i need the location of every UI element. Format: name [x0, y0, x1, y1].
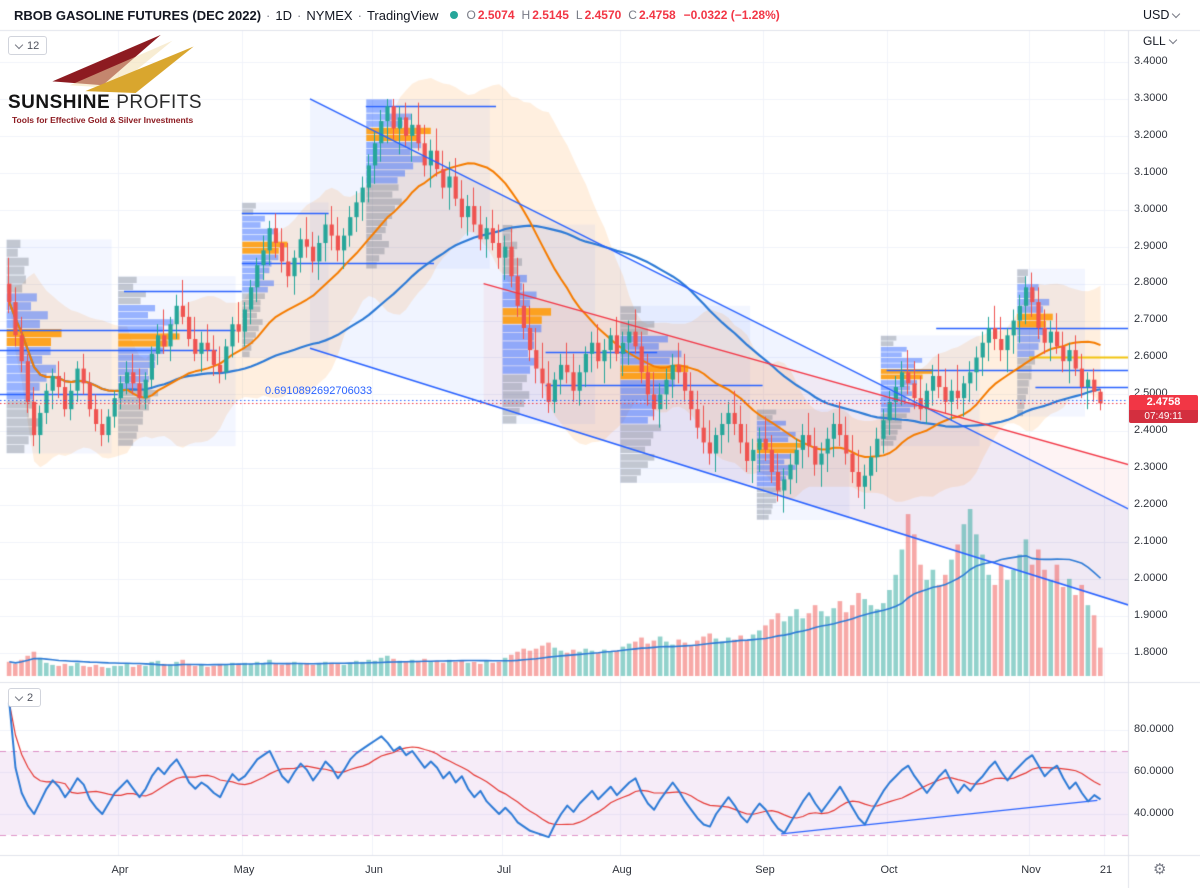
high-value: 2.5145: [532, 8, 569, 22]
separator-dot: ·: [297, 7, 302, 23]
unit-selector[interactable]: GLL: [1143, 34, 1177, 48]
bar-countdown: 07:49:11: [1129, 410, 1198, 423]
change-value: −0.0322 (−1.28%): [683, 8, 780, 22]
price-axis-label: 2.4000: [1134, 424, 1168, 436]
time-axis-label: Oct: [880, 864, 898, 876]
rsi-axis-label: 80.0000: [1134, 723, 1174, 735]
current-price-tag: 2.4758 07:49:11: [1129, 395, 1198, 423]
current-price-value: 2.4758: [1129, 395, 1198, 410]
currency-label: USD: [1143, 8, 1170, 22]
chevron-down-icon: [1172, 9, 1181, 19]
price-axis-label: 2.9000: [1134, 240, 1168, 252]
price-axis-label: 3.0000: [1134, 203, 1168, 215]
lower-pane-objects-badge[interactable]: 2: [8, 688, 42, 707]
time-axis-label: Sep: [755, 864, 775, 876]
rsi-axis-label: 40.0000: [1134, 807, 1174, 819]
ohlc-readout: O 2.5074 H 2.5145 L 2.4570 C 2.4758: [466, 8, 675, 22]
chevron-down-icon: [1168, 35, 1177, 45]
interval-label[interactable]: 1D: [275, 7, 293, 23]
low-label: L: [575, 8, 583, 22]
time-axis-label: Nov: [1021, 864, 1041, 876]
time-axis-label: Jul: [496, 864, 512, 876]
price-axis-label: 2.0000: [1134, 572, 1168, 584]
market-status-dot: [450, 11, 459, 19]
price-axis-label: 2.7000: [1134, 313, 1168, 325]
chart-header: RBOB GASOLINE FUTURES (DEC 2022) · 1D · …: [0, 0, 1200, 30]
unit-label: GLL: [1143, 34, 1166, 48]
open-label: O: [466, 8, 476, 22]
time-axis-label: Aug: [612, 864, 632, 876]
time-axis-label: 21: [1099, 864, 1113, 876]
exchange-label: NYMEX: [306, 7, 353, 23]
price-axis-label: 2.2000: [1134, 498, 1168, 510]
logo-tagline: Tools for Effective Gold & Silver Invest…: [12, 115, 194, 125]
logo-name-sunshine: SUNSHINE: [8, 92, 111, 113]
high-label: H: [521, 8, 531, 22]
price-axis-label: 1.8000: [1134, 646, 1168, 658]
time-axis-label: Jun: [365, 864, 383, 876]
price-axis-label: 2.6000: [1134, 350, 1168, 362]
lower-pane-count: 2: [27, 691, 34, 704]
low-value: 2.4570: [584, 8, 622, 22]
rsi-axis-label: 60.0000: [1134, 765, 1174, 777]
price-axis-label: 2.8000: [1134, 276, 1168, 288]
fib-level-label: 0.6910892692706033: [265, 385, 373, 397]
price-axis-label: 3.2000: [1134, 129, 1168, 141]
separator-dot: ·: [357, 7, 362, 23]
time-axis-label: Apr: [111, 864, 129, 876]
currency-selector[interactable]: USD: [1143, 8, 1181, 22]
price-axis-label: 3.1000: [1134, 166, 1168, 178]
chevron-down-icon: [14, 40, 24, 49]
symbol-title[interactable]: RBOB GASOLINE FUTURES (DEC 2022): [14, 7, 262, 23]
time-axis-label: May: [233, 864, 255, 876]
close-value: 2.4758: [638, 8, 676, 22]
logo-name-profits: PROFITS: [116, 92, 203, 113]
logo-name: SUNSHINE PROFITS: [8, 92, 202, 114]
platform-label[interactable]: TradingView: [366, 7, 439, 23]
price-axis-label: 3.4000: [1134, 55, 1168, 67]
price-axis-label: 2.3000: [1134, 461, 1168, 473]
price-axis-label: 3.3000: [1134, 92, 1168, 104]
close-label: C: [628, 8, 637, 22]
main-pane-count: 12: [27, 39, 40, 52]
settings-gear-icon[interactable]: ⚙: [1153, 861, 1167, 878]
price-axis-label: 1.9000: [1134, 609, 1168, 621]
separator-dot: ·: [266, 7, 271, 23]
logo-arrows-icon: [52, 34, 194, 93]
main-pane-objects-badge[interactable]: 12: [8, 36, 48, 55]
price-axis-label: 2.1000: [1134, 535, 1168, 547]
chevron-down-icon: [14, 692, 24, 701]
open-value: 2.5074: [477, 8, 515, 22]
